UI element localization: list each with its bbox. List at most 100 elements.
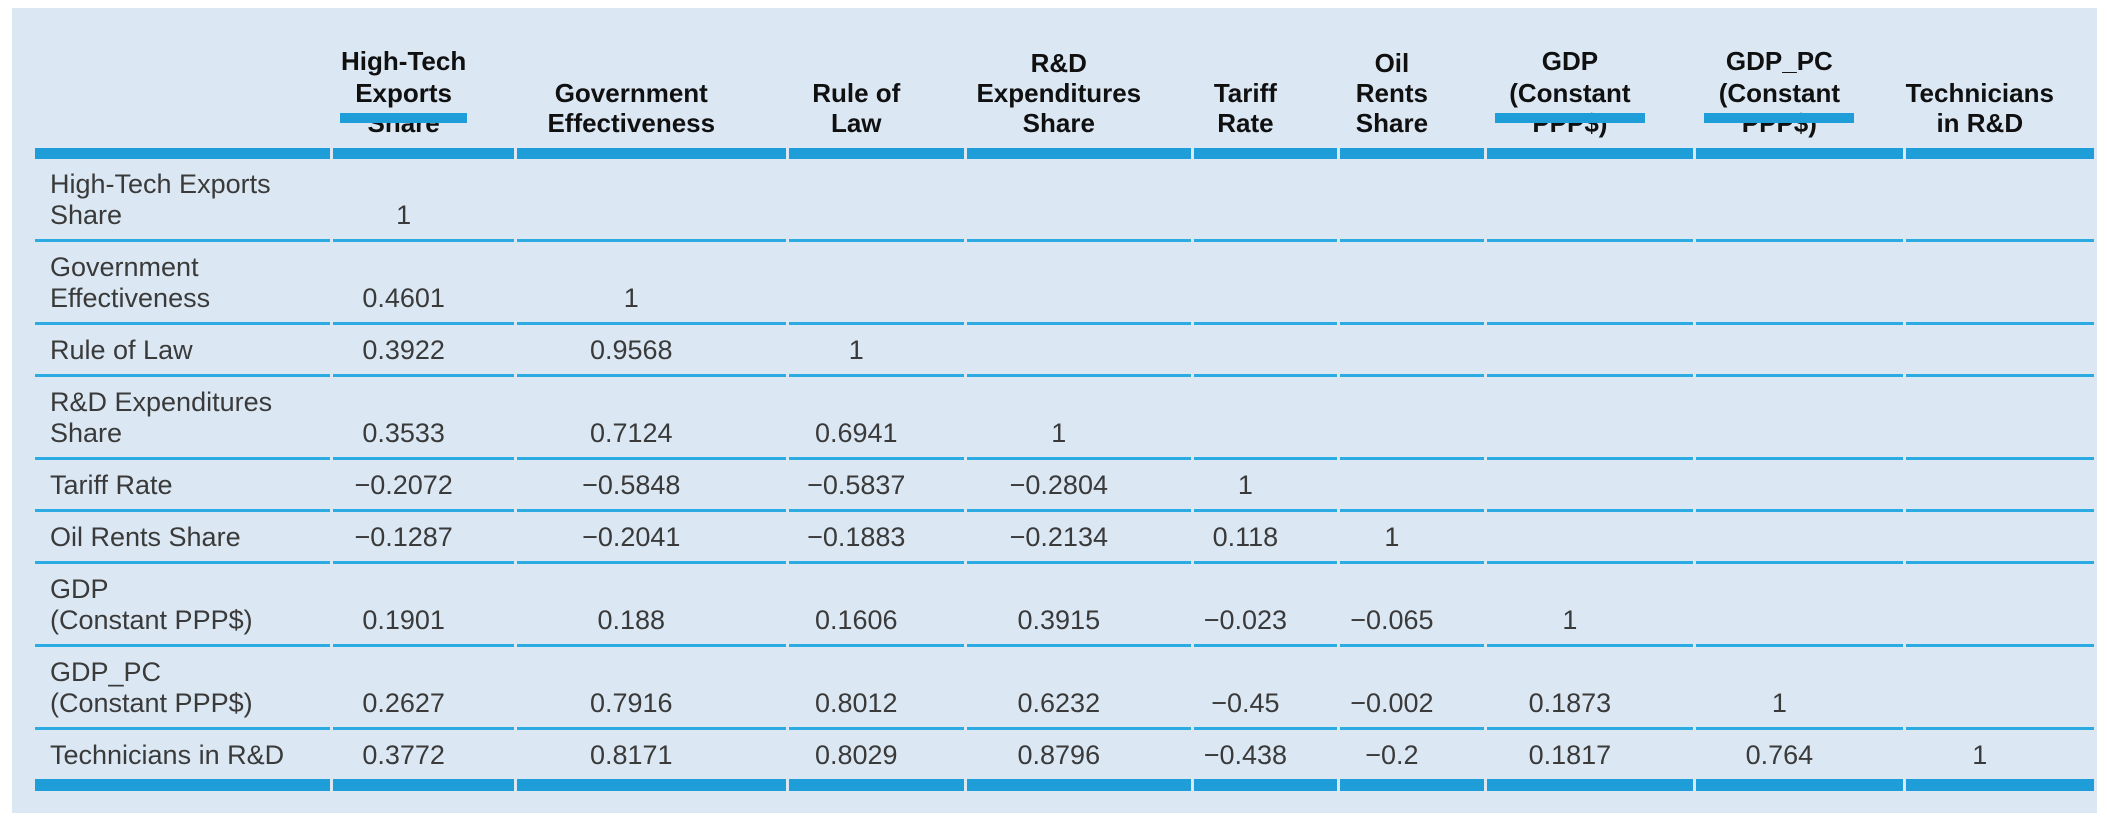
row-label: Rule of Law (35, 325, 331, 377)
column-header-technicians-in-rd: Technicians in R&D (1905, 12, 2094, 159)
value-cell: −0.002 (1340, 647, 1484, 730)
table-row: R&D Expenditures Share 0.3533 0.7124 0.6… (35, 377, 2094, 460)
value-cell: 0.6941 (788, 377, 964, 460)
value-cell: −0.2072 (333, 460, 515, 512)
value-cell (1905, 512, 2094, 564)
row-label: R&D Expenditures Share (35, 377, 331, 460)
value-cell: 0.1817 (1486, 730, 1694, 791)
value-cell: 1 (1340, 512, 1484, 564)
value-cell: −0.065 (1340, 564, 1484, 647)
value-cell (1486, 512, 1694, 564)
value-cell: 0.1606 (788, 564, 964, 647)
value-cell (966, 242, 1191, 325)
value-cell (1486, 460, 1694, 512)
group-underline-bar (340, 113, 467, 123)
group-high-tech: High-Tech (333, 16, 474, 153)
value-cell: 0.3533 (333, 377, 515, 460)
table-panel: High-Tech Exports Share Government Effec… (12, 8, 2097, 813)
group-label: GDP (1541, 46, 1599, 76)
value-cell (1340, 325, 1484, 377)
value-cell (1905, 325, 2094, 377)
value-cell: 0.188 (517, 564, 786, 647)
value-cell: 0.7124 (517, 377, 786, 460)
value-cell (1696, 159, 1903, 242)
table-row: GDP (Constant PPP$) 0.1901 0.188 0.1606 … (35, 564, 2094, 647)
value-cell (1696, 564, 1903, 647)
value-cell: −0.023 (1193, 564, 1338, 647)
value-cell (1905, 647, 2094, 730)
value-cell (1905, 242, 2094, 325)
value-cell: −0.2804 (966, 460, 1191, 512)
group-underline-bar (1495, 113, 1645, 123)
column-header-label: Tariff Rate (1213, 78, 1277, 138)
value-cell (1905, 159, 2094, 242)
value-cell: −0.2 (1340, 730, 1484, 791)
row-label: High-Tech Exports Share (35, 159, 331, 242)
value-cell: 0.3915 (966, 564, 1191, 647)
value-cell (1486, 159, 1694, 242)
value-cell: 0.6232 (966, 647, 1191, 730)
column-header-oil-rents-share: Oil Rents Share (1340, 12, 1484, 159)
row-label: Technicians in R&D (35, 730, 331, 791)
value-cell: 0.1873 (1486, 647, 1694, 730)
value-cell: −0.45 (1193, 647, 1338, 730)
value-cell (1696, 325, 1903, 377)
value-cell (788, 159, 964, 242)
group-gdp: GDP (1487, 16, 1653, 153)
value-cell (966, 159, 1191, 242)
table-row: Tariff Rate −0.2072 −0.5848 −0.5837 −0.2… (35, 460, 2094, 512)
table-row: High-Tech Exports Share 1 (35, 159, 2094, 242)
value-cell: 0.8171 (517, 730, 786, 791)
value-cell: 1 (517, 242, 786, 325)
value-cell (1340, 377, 1484, 460)
value-cell (1340, 460, 1484, 512)
value-cell: 1 (1486, 564, 1694, 647)
value-cell: −0.2041 (517, 512, 786, 564)
column-header-label: R&D Expenditures Share (976, 48, 1142, 138)
column-header-label: Government Effectiveness (547, 78, 716, 138)
value-cell: 1 (1193, 460, 1338, 512)
table-row: GDP_PC (Constant PPP$) 0.2627 0.7916 0.8… (35, 647, 2094, 730)
column-header-label: Rule of Law (812, 78, 901, 138)
value-cell: 1 (966, 377, 1191, 460)
value-cell: 0.9568 (517, 325, 786, 377)
row-label: GDP (Constant PPP$) (35, 564, 331, 647)
table-row: Oil Rents Share −0.1287 −0.2041 −0.1883 … (35, 512, 2094, 564)
value-cell: 1 (788, 325, 964, 377)
value-cell: 0.8796 (966, 730, 1191, 791)
row-label: Tariff Rate (35, 460, 331, 512)
value-cell (1905, 377, 2094, 460)
row-label: GDP_PC (Constant PPP$) (35, 647, 331, 730)
value-cell (1905, 564, 2094, 647)
value-cell: −0.1883 (788, 512, 964, 564)
column-header-label: Technicians in R&D (1905, 78, 2054, 138)
column-header-rd-expenditures-share: R&D Expenditures Share (966, 12, 1191, 159)
value-cell: −0.2134 (966, 512, 1191, 564)
row-label: Oil Rents Share (35, 512, 331, 564)
value-cell (1193, 242, 1338, 325)
header-row: High-Tech Exports Share Government Effec… (35, 12, 2094, 159)
value-cell (1340, 159, 1484, 242)
value-cell: −0.5848 (517, 460, 786, 512)
column-header-tariff-rate: Tariff Rate (1193, 12, 1338, 159)
value-cell (1696, 242, 1903, 325)
value-cell: −0.438 (1193, 730, 1338, 791)
value-cell: −0.5837 (788, 460, 964, 512)
value-cell (1486, 242, 1694, 325)
value-cell (966, 325, 1191, 377)
value-cell: 0.4601 (333, 242, 515, 325)
group-underline-bar (1704, 113, 1855, 123)
value-cell (1193, 325, 1338, 377)
value-cell (1193, 377, 1338, 460)
value-cell: 0.7916 (517, 647, 786, 730)
column-header-label: (Constant PPP$) (1718, 78, 1841, 138)
column-header-rule-of-law: Rule of Law (788, 12, 964, 159)
value-cell (1696, 512, 1903, 564)
value-cell (1696, 377, 1903, 460)
column-header-exports-share: High-Tech Exports Share (333, 12, 515, 159)
column-header-gdp: GDP (Constant PPP$) (1486, 12, 1694, 159)
column-header-government-effectiveness: Government Effectiveness (517, 12, 786, 159)
column-header-gdp-pc: GDP_PC (Constant PPP$) (1696, 12, 1903, 159)
value-cell: 1 (1696, 647, 1903, 730)
